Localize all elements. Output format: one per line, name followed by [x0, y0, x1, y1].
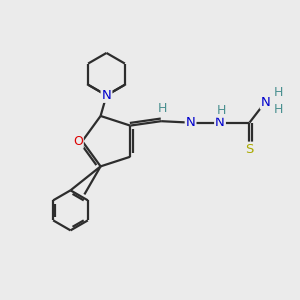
Text: H: H	[274, 86, 283, 99]
Text: N: N	[186, 116, 196, 129]
Text: O: O	[73, 135, 83, 148]
Text: H: H	[274, 103, 283, 116]
Text: N: N	[102, 89, 111, 102]
Text: H: H	[217, 104, 226, 117]
Text: N: N	[261, 95, 271, 109]
Text: H: H	[158, 102, 167, 115]
Text: N: N	[215, 116, 225, 129]
Text: S: S	[245, 142, 254, 156]
